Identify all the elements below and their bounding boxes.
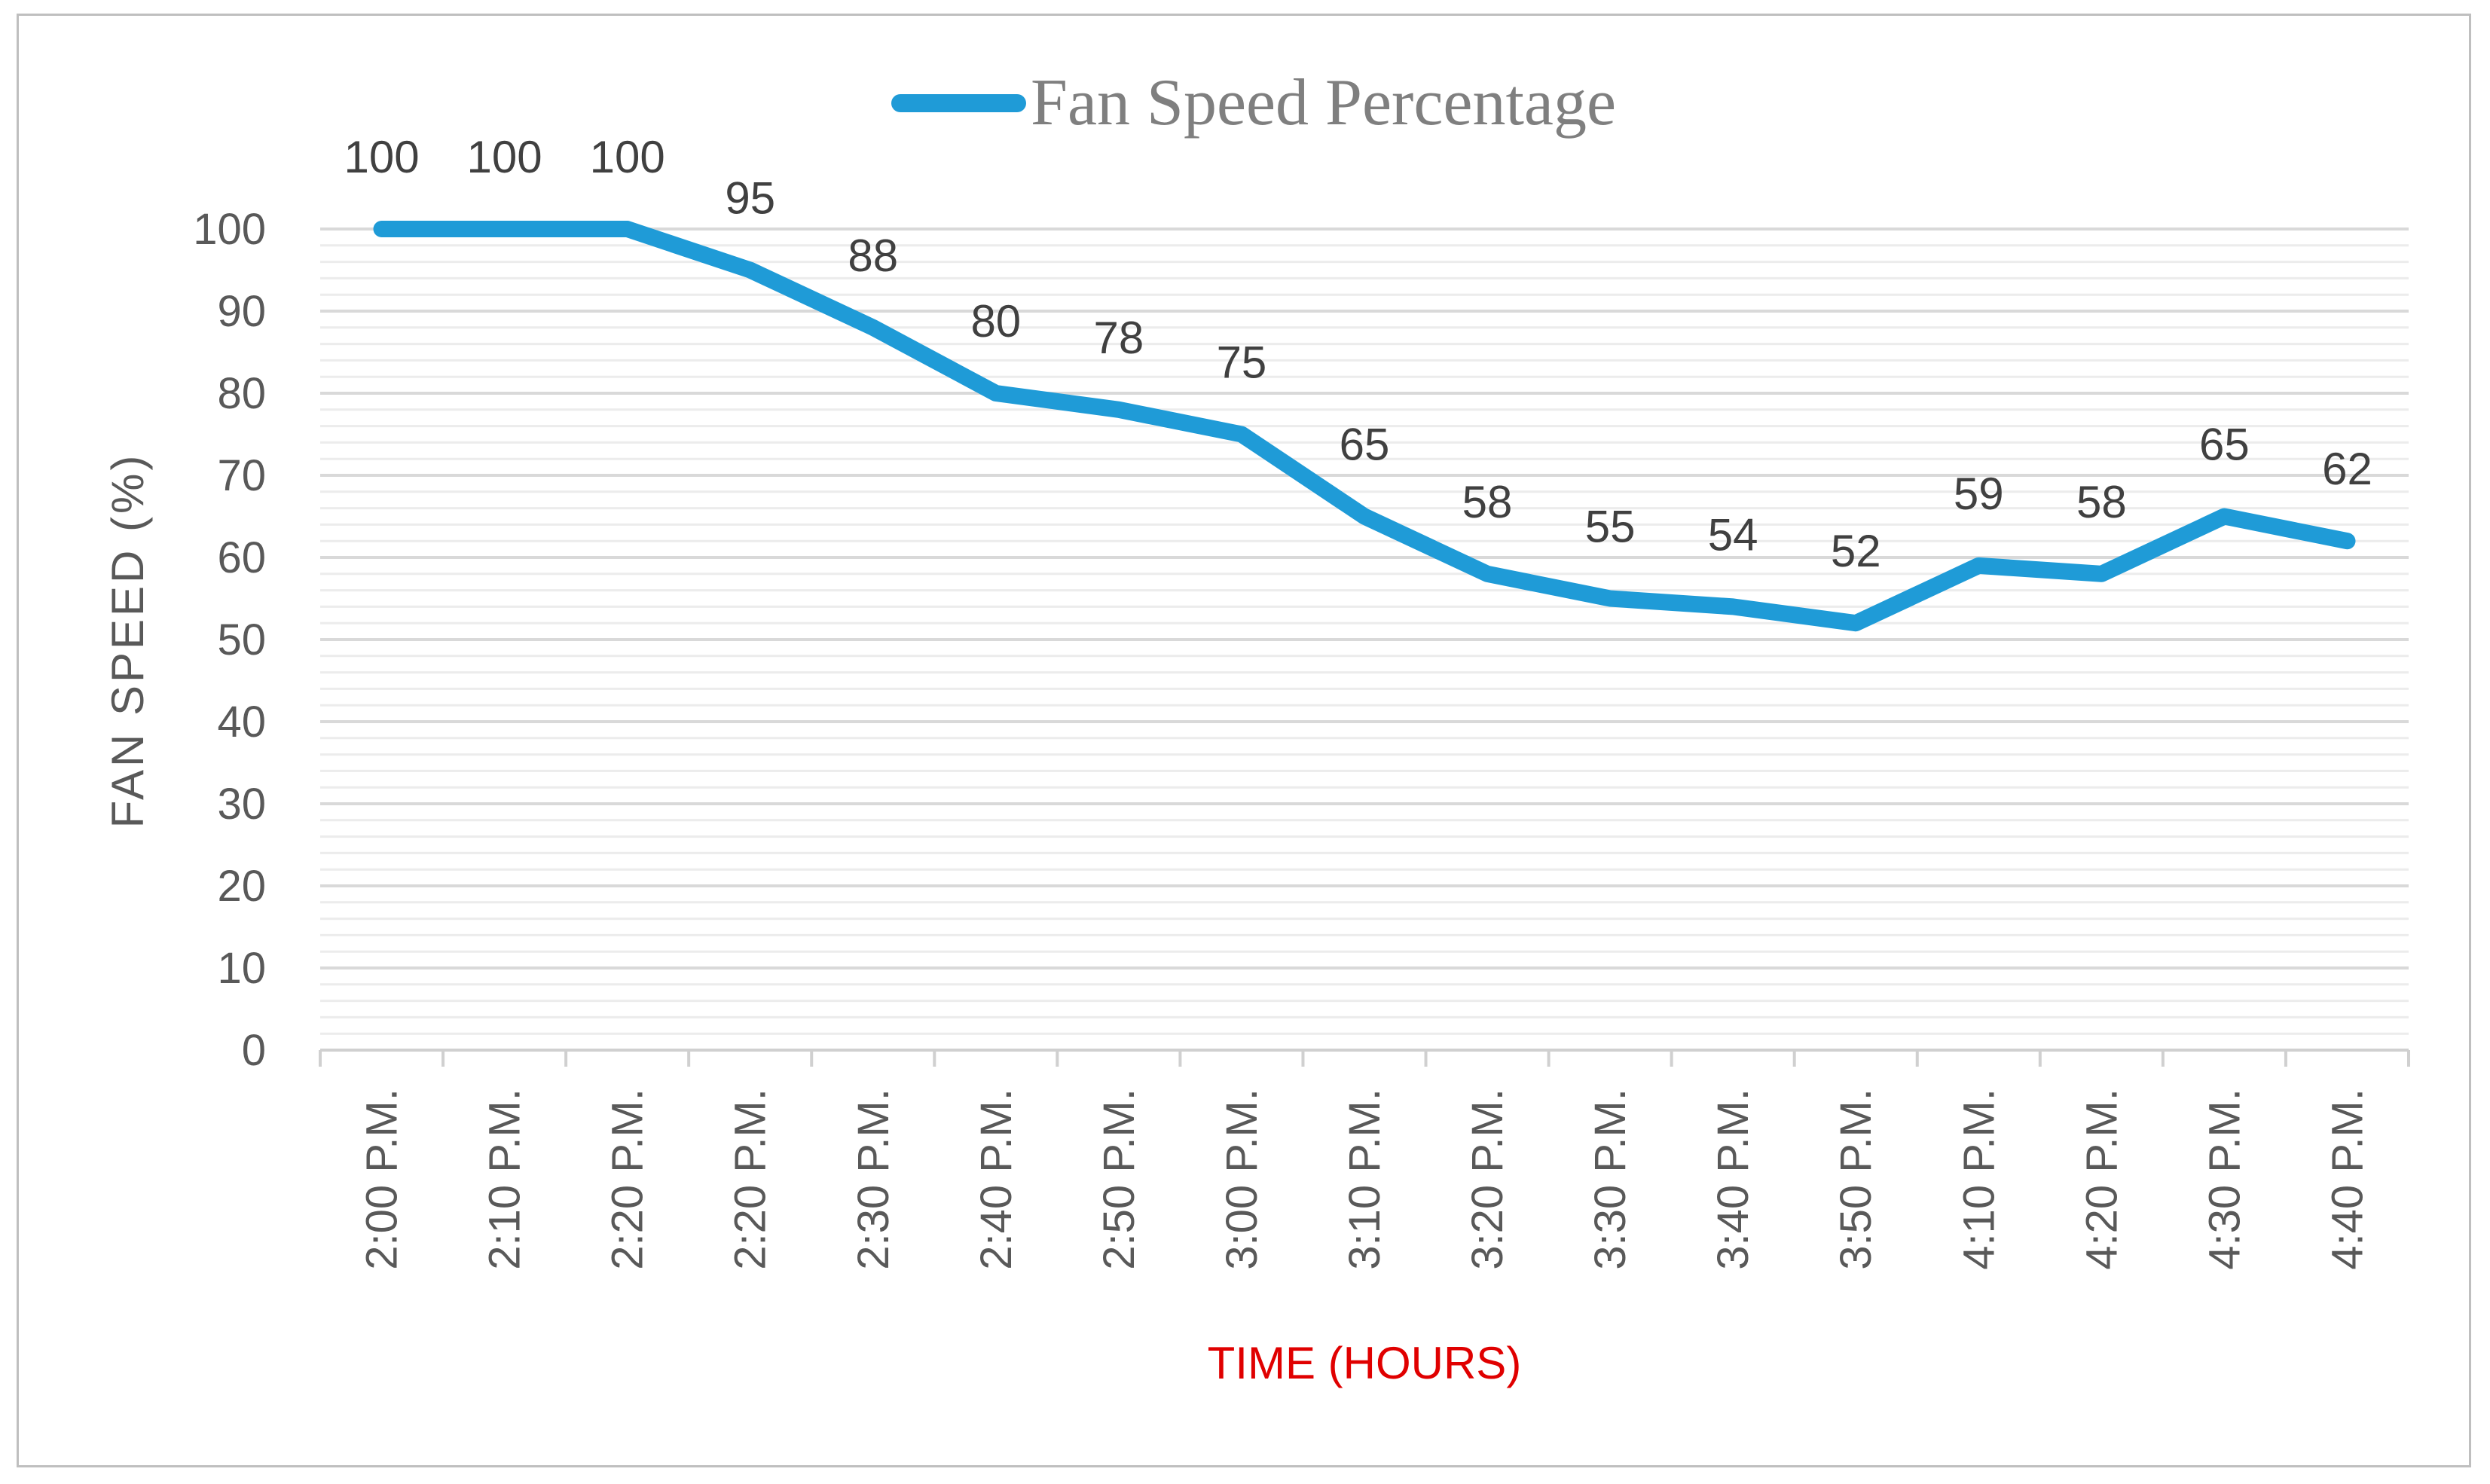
minor-gridlines <box>320 244 2409 1035</box>
x-tick-label: 3:50 P.M. <box>1832 1089 1880 1270</box>
y-tick-label: 0 <box>242 1026 266 1075</box>
data-label: 54 <box>1708 509 1758 560</box>
data-label: 88 <box>848 231 898 281</box>
y-tick-label: 40 <box>217 698 266 747</box>
series-line-fan-speed <box>373 221 2356 632</box>
series-fan-speed <box>373 221 2356 632</box>
x-tick-labels: 2:00 P.M. 2:10 P.M. 2:20 P.M. 2:20 P.M. 2:30… <box>358 1089 2372 1270</box>
data-label: 65 <box>1340 420 1390 470</box>
x-tick-label: 2:40 P.M. <box>972 1089 1021 1270</box>
x-tick-label: 4:20 P.M. <box>2077 1089 2126 1270</box>
x-tick-label: 4:40 P.M. <box>2323 1089 2372 1270</box>
y-tick-label: 70 <box>217 451 266 500</box>
y-tick-label: 20 <box>217 862 266 911</box>
x-axis <box>319 1049 2410 1067</box>
y-tick-labels: 0 10 20 30 40 50 60 70 80 90 100 <box>193 205 266 1075</box>
x-tick-label: 3:20 P.M. <box>1463 1089 1512 1270</box>
y-tick-label: 10 <box>217 944 266 993</box>
data-label: 95 <box>725 173 775 224</box>
data-label: 100 <box>344 132 419 182</box>
data-labels: 100 100 100 95 88 80 78 75 65 58 55 54 52 59 58 65 62 <box>344 132 2372 576</box>
data-label: 52 <box>1831 526 1881 576</box>
legend: Fan Speed Percentage <box>891 66 1616 139</box>
y-tick-label: 80 <box>217 369 266 418</box>
x-tick-label: 2:20 P.M. <box>603 1089 652 1270</box>
data-label: 80 <box>970 296 1021 347</box>
y-tick-label: 100 <box>193 205 266 254</box>
x-tick-label: 4:30 P.M. <box>2200 1089 2249 1270</box>
x-axis-title: TIME (HOURS) <box>1208 1338 1522 1388</box>
x-tick-label: 2:20 P.M. <box>726 1089 775 1270</box>
y-tick-label: 90 <box>217 287 266 336</box>
y-tick-label: 30 <box>217 780 266 829</box>
data-label: 58 <box>2076 477 2127 527</box>
data-label: 78 <box>1094 313 1144 363</box>
x-tick-label: 3:30 P.M. <box>1586 1089 1635 1270</box>
major-gridlines <box>320 227 2409 969</box>
x-tick-label: 2:10 P.M. <box>481 1089 530 1270</box>
x-tick-label: 2:30 P.M. <box>849 1089 898 1270</box>
x-tick-label: 3:40 P.M. <box>1709 1089 1758 1270</box>
data-label: 75 <box>1217 337 1267 388</box>
x-tick-label: 2:00 P.M. <box>358 1089 407 1270</box>
data-label: 100 <box>467 132 542 182</box>
data-label: 59 <box>1954 469 2004 519</box>
chart-frame <box>17 14 2471 1467</box>
y-tick-label: 60 <box>217 533 266 582</box>
data-label: 58 <box>1462 477 1513 527</box>
y-tick-label: 50 <box>217 615 266 664</box>
x-tick-label: 2:50 P.M. <box>1095 1089 1144 1270</box>
data-label: 100 <box>590 132 665 182</box>
legend-label-fan-speed: Fan Speed Percentage <box>1031 66 1616 139</box>
data-label: 55 <box>1585 502 1636 552</box>
data-label: 65 <box>2199 420 2250 470</box>
data-label: 62 <box>2322 444 2372 494</box>
x-tick-label: 3:00 P.M. <box>1218 1089 1266 1270</box>
x-tick-label: 4:10 P.M. <box>1954 1089 2003 1270</box>
x-tick-label: 3:10 P.M. <box>1340 1089 1389 1270</box>
y-axis-title: FAN SPEED (%) <box>102 453 153 829</box>
